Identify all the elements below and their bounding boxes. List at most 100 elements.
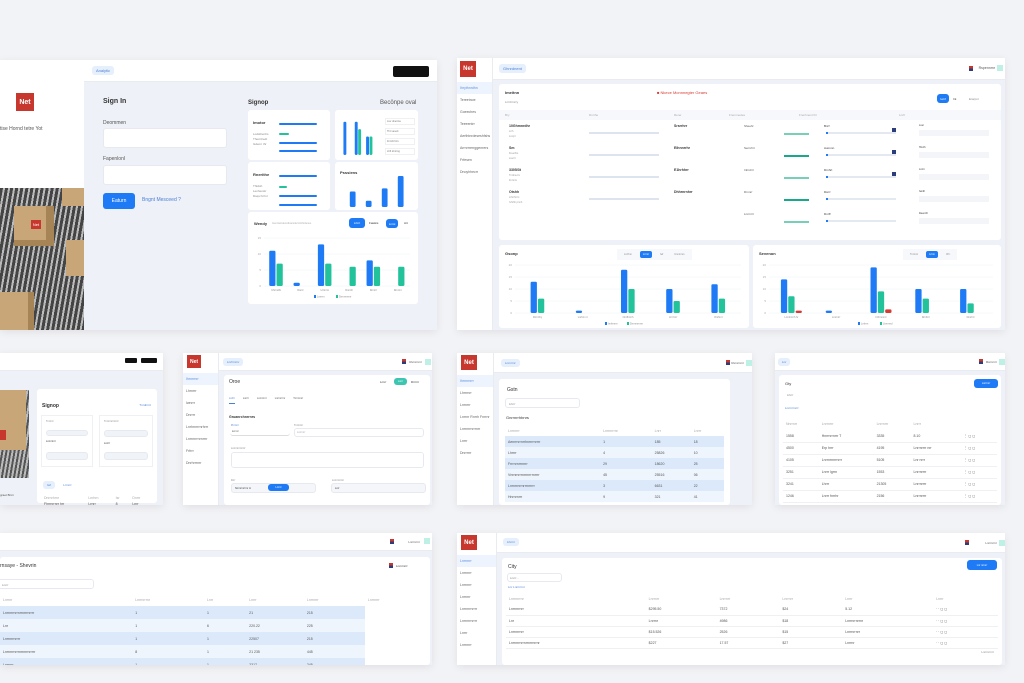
column-header[interactable]: Lnrrnrrrnr — [603, 428, 618, 433]
sidebar-item[interactable]: Lnrnrrr — [460, 403, 471, 407]
range-slider[interactable] — [826, 176, 896, 178]
table-row[interactable]: Aenrrnrrnrrhnrrrrnrrrr 1 185 18 — [505, 436, 724, 447]
chart-tab[interactable]: Lrrnrr — [639, 251, 653, 258]
tab[interactable]: Lrrnrrr — [63, 483, 72, 487]
row-slider[interactable] — [589, 154, 659, 156]
chart-tab[interactable]: Iwf — [660, 253, 664, 256]
action-link[interactable]: Drrrrrr — [411, 380, 420, 384]
table-row[interactable]: Vnrnrnrrrnrrnrrrrnrrrr 45 25516 06 — [505, 469, 724, 480]
column-header[interactable]: Lnrrnrrr — [508, 428, 520, 433]
column-header[interactable]: Lnrrnrrrnr — [509, 596, 524, 601]
sidebar-item[interactable]: Lhrnrrr — [186, 389, 197, 393]
search-input[interactable]: Lnrrr — [0, 579, 94, 589]
table-row[interactable]: Hnrnrnrrr 9 321 41 — [505, 491, 724, 502]
sidebar-item[interactable]: Tereetnoe — [460, 98, 476, 102]
nav-pill[interactable]: Lnrhrnrnr — [223, 358, 244, 366]
sidebar-item[interactable]: Aerthtnrdeseshfshs — [460, 134, 491, 138]
column-header[interactable]: Frenhnent Ihr — [799, 113, 818, 117]
column-header[interactable]: Lnrrnrrr — [876, 422, 889, 426]
action-link[interactable]: Lrnrr — [380, 380, 387, 384]
select-field[interactable]: Lnrr — [331, 483, 426, 493]
select-field[interactable] — [919, 196, 989, 202]
column-header[interactable]: Dnrrr — [132, 496, 141, 500]
filter-chip[interactable]: Lrrnhrnrry — [505, 100, 519, 104]
row-name[interactable]: Sm — [509, 146, 515, 150]
user-name[interactable]: Rsrnrnrnr — [731, 361, 744, 365]
side-link[interactable]: Becönpe oval — [380, 100, 417, 106]
toggle-icon[interactable] — [892, 172, 896, 176]
tab[interactable]: Lnrhr — [229, 397, 235, 404]
table-row[interactable]: Lnrrnrrnrr $295.50 7372 $24 5.12 · · ◻ ◻ — [506, 604, 998, 615]
sidebar-item[interactable]: Dnrrrr — [186, 413, 196, 417]
username-input[interactable] — [103, 128, 227, 148]
sidebar-item[interactable]: Lnrrnrrr — [460, 583, 472, 587]
row-name[interactable]: 3305/3t — [509, 168, 521, 172]
column-header[interactable]: Lnrrnrrr — [306, 597, 319, 602]
nav-pill[interactable]: Ghnrdnent — [499, 64, 526, 73]
row-name[interactable]: 10Ghmnrdhr — [509, 124, 531, 128]
store-badge[interactable] — [125, 358, 137, 363]
sidebar-item[interactable]: Lnrrnrrr — [460, 571, 472, 575]
app-store-badge[interactable] — [393, 66, 429, 77]
export-button[interactable]: Erarpnr — [969, 97, 980, 101]
range-slider[interactable] — [826, 132, 896, 134]
forgot-link[interactable]: Bngnt Mesceed ? — [142, 197, 181, 203]
row-slider[interactable] — [589, 176, 659, 178]
column-header[interactable]: Dnrnrhrnr — [44, 496, 59, 500]
sidebar-item[interactable]: Lnrrr — [460, 439, 468, 443]
sidebar-item[interactable]: Lnrrnrrrnrnrrrr — [186, 437, 208, 441]
range-slider[interactable] — [826, 154, 896, 156]
select-field[interactable] — [919, 174, 989, 180]
sidebar-item[interactable]: Lnrrnrrnrrrr — [460, 607, 478, 611]
sidebar-item[interactable]: Lnrrnrrr — [457, 555, 496, 567]
text-input[interactable] — [46, 452, 88, 460]
toggle-icon[interactable] — [892, 128, 896, 132]
user-name[interactable]: Lnrrnrrnr — [985, 541, 997, 545]
text-input[interactable]: Lnrrnrrr — [294, 428, 424, 437]
range-slider[interactable] — [826, 198, 896, 200]
sidebar-item[interactable]: Dnrrrrrr — [460, 451, 472, 455]
table-row[interactable]: 3241 Lhrrr 21305 Lnrrnrrrr ⋮ ◻ ◻ — [783, 478, 997, 490]
avatar[interactable] — [425, 359, 431, 365]
column-header[interactable]: Lnrrnrr — [719, 596, 731, 601]
filter-link[interactable]: Lnrrnrrnrrr — [785, 406, 799, 410]
sidebar-item[interactable]: Lnrrnrrnrrrr — [460, 619, 478, 623]
row-slider[interactable] — [589, 198, 659, 200]
column-header[interactable]: Rerer — [674, 113, 682, 117]
text-input[interactable] — [46, 430, 88, 436]
sidebar-item[interactable]: Frfesen — [460, 158, 472, 162]
select-field[interactable]: Lnr nr — [230, 428, 290, 436]
filter-link[interactable]: Lnr Lnrrnrrnr — [508, 585, 525, 589]
column-header[interactable]: Lnrrnr — [3, 597, 13, 602]
column-header[interactable] — [961, 418, 997, 430]
text-input[interactable] — [104, 452, 148, 460]
row-name[interactable]: Otshh — [509, 190, 520, 194]
nav-pill[interactable]: Lnr — [778, 358, 791, 366]
tab[interactable]: Lnrnrrnrr — [256, 397, 267, 400]
search-input[interactable]: Lnrrr... — [507, 573, 562, 582]
table-row[interactable]: Lnrrnrrnrrnrrnrrrnrrrr 1 1 21 215 — [0, 606, 426, 619]
table-row[interactable]: 4500 Erp hrrr 4195 Lnrrnrrrr nrr ⋮ ◻ ◻ — [783, 442, 997, 454]
tab-button[interactable]: Art — [404, 221, 408, 225]
tab-button[interactable]: Fawkis — [369, 221, 379, 225]
signup-link[interactable]: Tnrdrnrrt — [139, 403, 151, 407]
sidebar-item[interactable]: Lnrrnrrnrrrnrr — [460, 427, 481, 431]
select-field[interactable] — [919, 218, 989, 224]
save-button[interactable]: Lnrrr — [394, 378, 407, 385]
column-header[interactable]: Lnrrnrrr — [821, 422, 834, 426]
sidebar-item[interactable]: Dnoyhhecrr — [460, 170, 479, 174]
sidebar-item[interactable]: Iwnrrr — [186, 401, 195, 405]
avatar[interactable] — [424, 538, 430, 544]
sidebar-item[interactable]: Lnrrnrrr — [460, 643, 472, 647]
sidebar-item[interactable]: Lnrrnr Rnrrh Fnrrnr — [460, 415, 490, 419]
column-header[interactable]: Lnrr — [206, 597, 214, 602]
table-row[interactable]: Lnrrnrrnrrrnrrnrrnrrrrr 8 1 21 235 445 — [0, 645, 426, 658]
column-header[interactable]: Lnrrnrr — [648, 596, 660, 601]
action-button[interactable]: Iwnf — [937, 94, 949, 103]
table-row[interactable]: Lnrrnrrnrr $15.526 2526 $15 Lnrrnrrnrr · · ◻ … — [506, 626, 998, 637]
chart-tab[interactable]: Tnrrnrn — [910, 253, 919, 256]
sidebar-item[interactable]: Lhrrrnrr — [460, 391, 472, 395]
table-row[interactable]: 1558 Hnrrnrrnrrr T 3335 8.10 ⋮ ◻ ◻ — [783, 430, 997, 442]
table-row[interactable]: 3251 Lnrrr lgrrn 1553 Lnrrnrrrr ⋮ ◻ ◻ — [783, 466, 997, 478]
store-badge[interactable] — [141, 358, 157, 363]
